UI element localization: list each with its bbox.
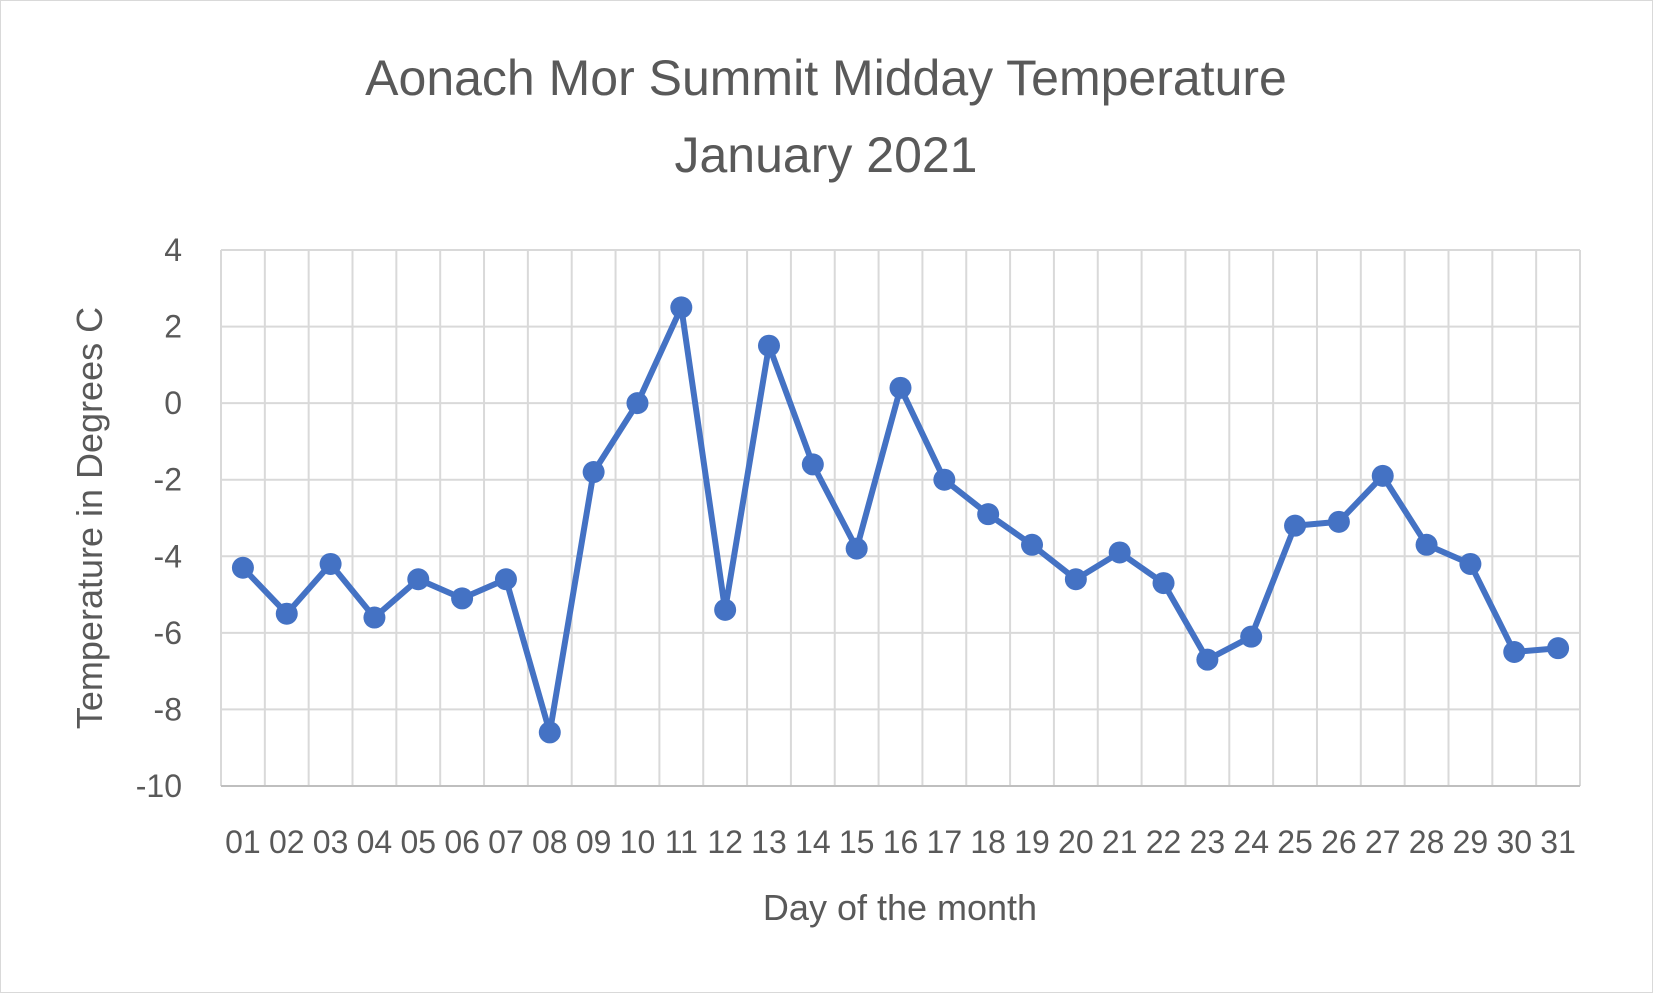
data-point <box>1503 641 1526 663</box>
data-point <box>1064 568 1087 591</box>
y-tick-label: 0 <box>164 385 182 421</box>
y-tick-label: 2 <box>164 309 182 345</box>
series-layer <box>231 296 1570 744</box>
x-tick-label: 29 <box>1453 824 1489 860</box>
x-tick-label: 02 <box>269 824 305 860</box>
x-tick-label: 17 <box>927 824 963 860</box>
x-tick-label: 31 <box>1540 824 1576 860</box>
data-point <box>626 392 649 415</box>
data-point <box>582 461 605 484</box>
x-axis-title: Day of the month <box>763 887 1037 928</box>
y-tick-label: -2 <box>154 462 182 498</box>
data-point <box>319 552 342 575</box>
data-point <box>363 606 386 629</box>
x-tick-label: 11 <box>665 824 698 860</box>
data-point <box>231 556 254 579</box>
x-tick-labels: 01 02 03 04 05 06 07 08 09 10 11 12 13 14 15 16 17 18 19 20… <box>225 824 1576 860</box>
data-point <box>1196 648 1219 671</box>
data-point <box>1108 541 1131 564</box>
data-point <box>801 453 824 476</box>
y-tick-label: -6 <box>154 615 182 651</box>
data-point <box>933 468 956 491</box>
x-tick-label: 27 <box>1365 824 1401 860</box>
data-point <box>1021 533 1044 556</box>
data-point <box>1459 552 1482 575</box>
data-point <box>670 296 693 319</box>
data-point <box>889 376 912 399</box>
data-point <box>1152 572 1175 595</box>
x-tick-label: 30 <box>1496 824 1532 860</box>
y-tick-label: -4 <box>154 538 182 574</box>
data-point <box>538 721 561 744</box>
y-tick-label: -10 <box>136 768 182 804</box>
x-tick-label: 19 <box>1014 824 1050 860</box>
data-point <box>451 587 474 610</box>
x-tick-label: 20 <box>1058 824 1094 860</box>
x-tick-label: 12 <box>707 824 743 860</box>
data-point <box>1327 510 1350 533</box>
x-tick-label: 06 <box>444 824 480 860</box>
x-tick-label: 05 <box>400 824 436 860</box>
data-point <box>1240 625 1263 648</box>
data-point <box>1371 464 1394 487</box>
y-tick-labels: 4 2 0 -2 -4 -6 -8 -10 <box>136 232 182 804</box>
chart-title-line-2: January 2021 <box>674 127 977 183</box>
data-point <box>757 334 780 357</box>
x-tick-label: 10 <box>620 824 656 860</box>
x-tick-label: 16 <box>883 824 919 860</box>
data-point <box>1284 514 1307 537</box>
data-point <box>494 568 517 591</box>
data-point <box>275 602 298 625</box>
x-tick-label: 15 <box>839 824 875 860</box>
data-point <box>407 568 430 591</box>
data-point <box>714 598 737 621</box>
x-tick-label: 01 <box>225 824 261 860</box>
x-tick-label: 21 <box>1102 824 1138 860</box>
x-tick-label: 25 <box>1277 824 1313 860</box>
x-tick-label: 04 <box>357 824 393 860</box>
x-tick-label: 03 <box>313 824 349 860</box>
y-axis-title: Temperature in Degrees C <box>69 307 110 729</box>
y-tick-label: 4 <box>164 232 182 268</box>
x-tick-label: 09 <box>576 824 612 860</box>
x-tick-label: 22 <box>1146 824 1182 860</box>
x-tick-label: 08 <box>532 824 568 860</box>
x-tick-label: 23 <box>1190 824 1226 860</box>
x-tick-label: 28 <box>1409 824 1445 860</box>
x-tick-label: 07 <box>488 824 524 860</box>
x-tick-label: 26 <box>1321 824 1357 860</box>
x-tick-label: 18 <box>970 824 1006 860</box>
x-tick-label: 14 <box>795 824 831 860</box>
data-point <box>845 537 868 560</box>
y-tick-label: -8 <box>154 691 182 727</box>
data-point <box>977 503 1000 526</box>
data-point <box>1415 533 1438 556</box>
chart-title-line-1: Aonach Mor Summit Midday Temperature <box>365 50 1287 106</box>
x-tick-label: 13 <box>751 824 787 860</box>
data-point <box>1547 637 1570 660</box>
gridlines <box>220 249 1581 786</box>
x-tick-label: 24 <box>1233 824 1269 860</box>
